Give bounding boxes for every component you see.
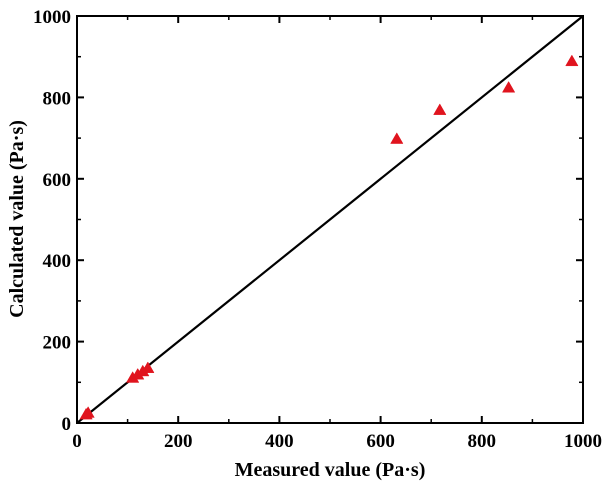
data-point-triangle xyxy=(390,132,404,144)
data-point-triangle xyxy=(565,54,579,67)
y-axis-title: Calculated value (Pa·s) xyxy=(6,120,28,318)
y-tick-label: 400 xyxy=(43,251,72,272)
y-tick-label: 1000 xyxy=(33,7,71,28)
x-tick-label: 0 xyxy=(72,431,82,452)
x-axis-ticks: 0 200 400 600 800 1000 xyxy=(72,16,602,452)
data-point-triangle xyxy=(141,361,155,373)
data-point-triangle xyxy=(502,81,516,93)
y-tick-label: 600 xyxy=(43,170,72,191)
x-tick-label: 600 xyxy=(366,431,395,452)
data-points-layer xyxy=(79,54,579,420)
y-tick-label: 200 xyxy=(43,333,72,354)
data-point-triangle xyxy=(81,406,95,418)
data-point-triangle xyxy=(433,103,447,115)
x-tick-label: 1000 xyxy=(564,431,602,452)
x-tick-label: 200 xyxy=(164,431,193,452)
y-tick-label: 0 xyxy=(62,414,72,435)
x-tick-label: 800 xyxy=(468,431,497,452)
x-axis-title: Measured value (Pa·s) xyxy=(235,459,426,481)
x-tick-label: 400 xyxy=(265,431,294,452)
reference-line-layer xyxy=(76,15,584,424)
y-axis-ticks: 0 200 400 600 800 1000 xyxy=(33,7,583,435)
y-tick-label: 800 xyxy=(43,88,72,109)
reference-line xyxy=(76,15,584,424)
